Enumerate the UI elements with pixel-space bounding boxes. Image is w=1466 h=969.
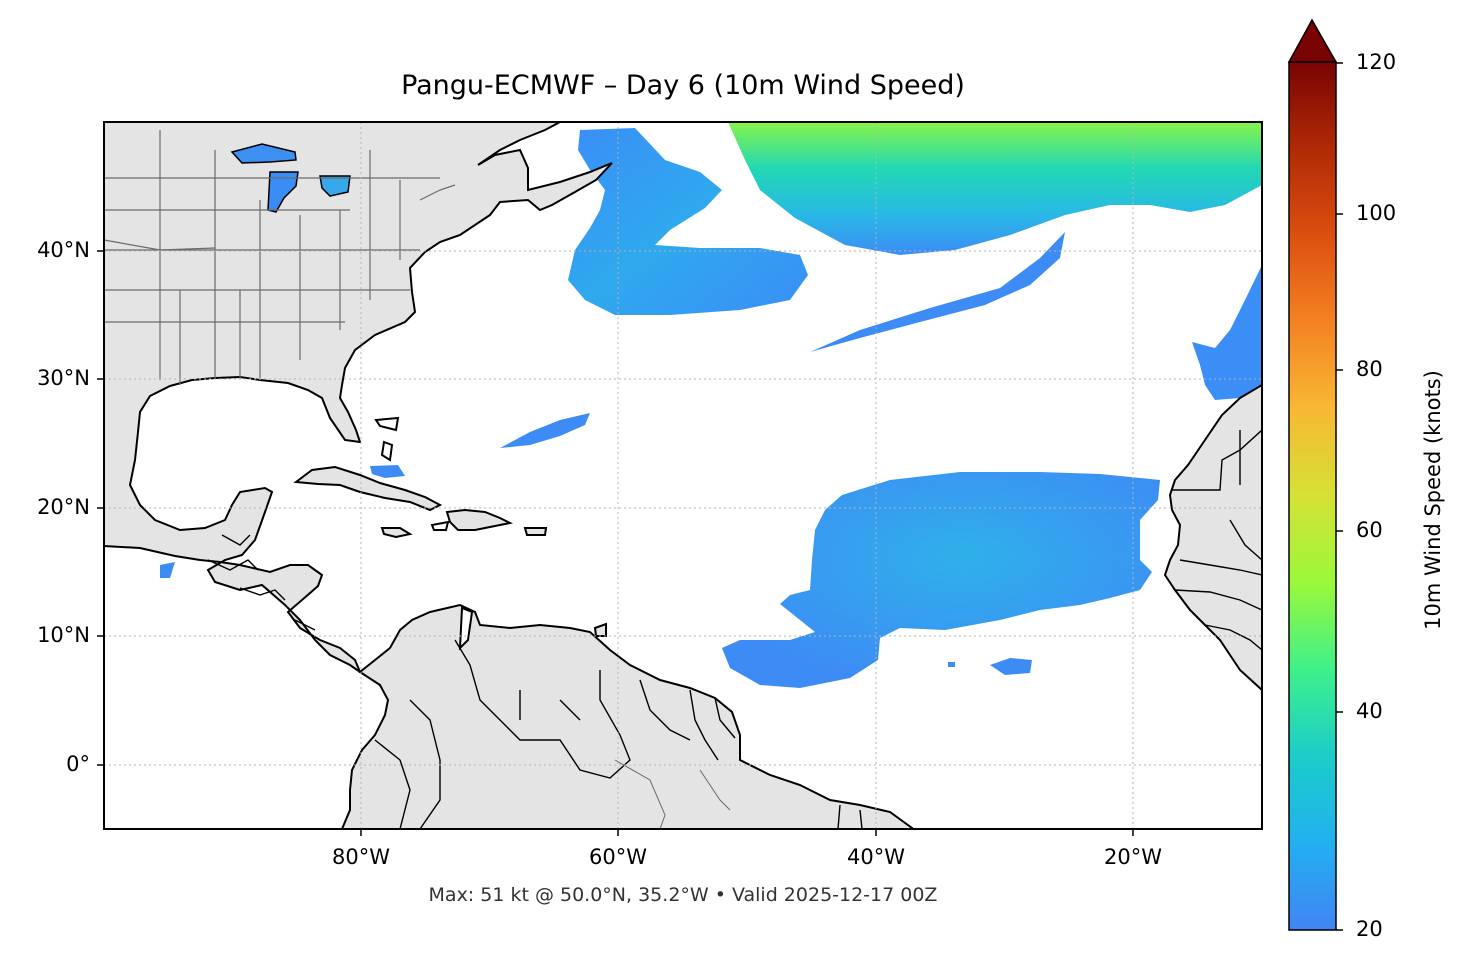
wind-small-1: [990, 658, 1032, 675]
wind-newfoundland: [568, 128, 808, 315]
wind-pacific: [160, 562, 175, 578]
wind-canary: [1192, 265, 1262, 400]
colorbar: [1287, 18, 1343, 931]
land-cuba: [293, 465, 443, 512]
state-borders: [104, 130, 456, 385]
colorbar-tick-120: 120: [1356, 50, 1397, 74]
map-footer: Max: 51 kt @ 50.0°N, 35.2°W • Valid 2025…: [428, 884, 938, 906]
colorbar-extend-arrow: [1287, 18, 1338, 63]
lon-label-40w: 40°W: [847, 845, 905, 869]
colorbar-tick-40: 40: [1356, 699, 1383, 723]
land-north-america: [104, 122, 613, 675]
land-hispaniola: [445, 508, 514, 531]
lat-label-10n: 10°N: [37, 623, 90, 647]
lon-label-80w: 80°W: [332, 845, 390, 869]
graticule: [104, 122, 1262, 829]
colorbar-tick-20: 20: [1356, 917, 1383, 941]
wind-streak: [810, 232, 1065, 352]
land-south-america: [340, 603, 913, 829]
lat-label-20n: 20°N: [37, 495, 90, 519]
land-puerto-rico: [523, 527, 548, 536]
lat-label-40n: 40°N: [37, 238, 90, 262]
map-title: Pangu-ECMWF – Day 6 (10m Wind Speed): [401, 70, 965, 101]
map-frame: [103, 121, 1263, 830]
land-africa: [1163, 383, 1262, 692]
wind-north-band: [728, 122, 1262, 255]
wind-subtropic: [500, 413, 590, 448]
country-borders: [374, 639, 863, 829]
lat-label-0: 0°: [66, 752, 90, 776]
colorbar-tick-80: 80: [1356, 357, 1383, 381]
lat-label-30n: 30°N: [37, 366, 90, 390]
colorbar-tick-60: 60: [1356, 518, 1383, 542]
colorbar-label: 10m Wind Speed (knots): [1421, 370, 1445, 630]
lon-label-60w: 60°W: [589, 845, 647, 869]
wind-bahamas: [370, 465, 405, 478]
colorbar-bar: [1288, 61, 1337, 931]
colorbar-tick-100: 100: [1356, 201, 1397, 225]
wind-tradewind: [722, 472, 1160, 688]
lon-label-20w: 20°W: [1104, 845, 1162, 869]
wind-field: [160, 122, 1262, 688]
wind-small-2: [948, 662, 955, 667]
land-jamaica: [380, 527, 413, 539]
